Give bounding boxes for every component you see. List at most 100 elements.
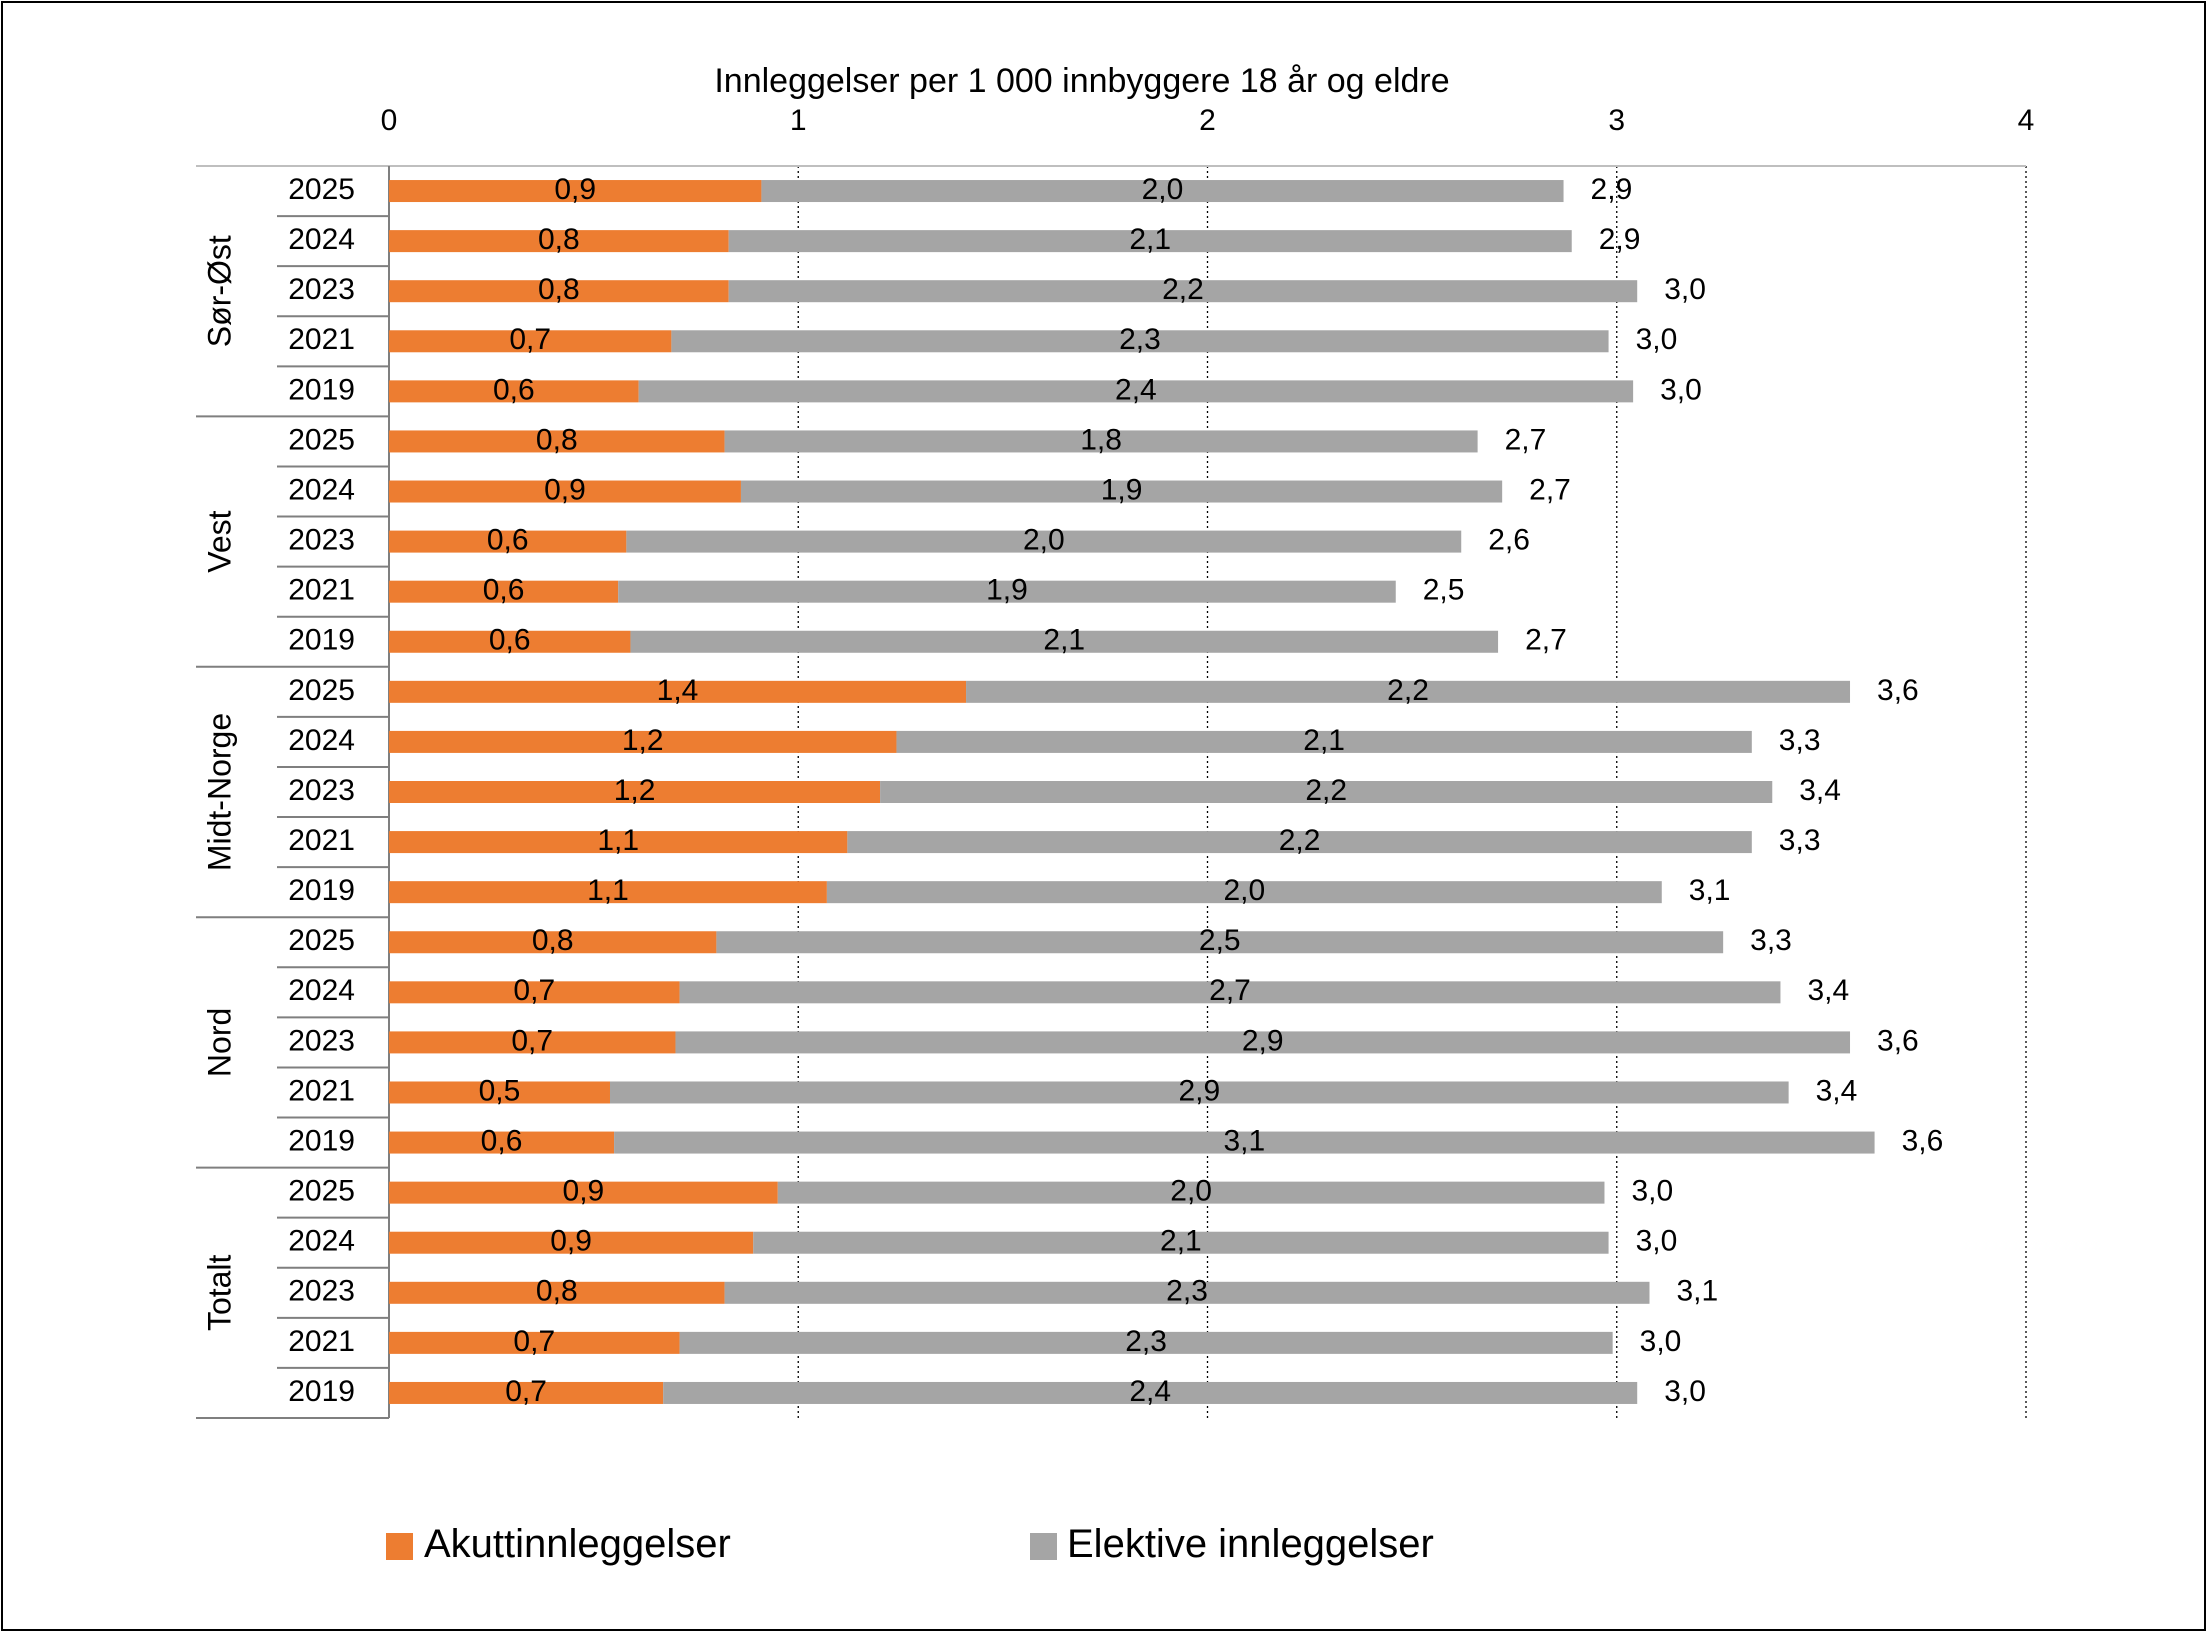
- data-label-akutt: 0,9: [550, 1225, 592, 1258]
- data-label-elektive: 2,2: [1162, 273, 1204, 306]
- bar-akutt: [389, 881, 827, 904]
- year-label: 2024: [288, 1225, 355, 1258]
- year-label: 2025: [288, 924, 355, 957]
- data-label-elektive: 2,1: [1129, 223, 1171, 256]
- bar-elektive: [618, 580, 1396, 603]
- bar-akutt: [389, 330, 672, 353]
- group-label: Vest: [201, 510, 237, 572]
- year-label: 2023: [288, 1275, 355, 1308]
- data-label-elektive: 2,9: [1242, 1024, 1284, 1057]
- data-label-total: 3,0: [1664, 273, 1706, 306]
- bar-akutt: [389, 230, 729, 253]
- data-label-total: 3,4: [1807, 974, 1849, 1007]
- year-label: 2019: [288, 874, 355, 907]
- data-label-elektive: 1,8: [1080, 423, 1122, 456]
- data-label-elektive: 2,3: [1125, 1325, 1167, 1358]
- bar-elektive: [966, 680, 1851, 703]
- data-label-akutt: 0,8: [532, 924, 574, 957]
- data-label-elektive: 2,3: [1119, 323, 1161, 356]
- legend-label-akutt: Akuttinnleggelser: [424, 1522, 731, 1566]
- x-tick-label: 2: [1199, 104, 1216, 137]
- bar-akutt: [389, 1031, 676, 1054]
- bar-elektive: [663, 1381, 1638, 1404]
- bar-elektive: [609, 1081, 1789, 1104]
- year-label: 2021: [288, 824, 355, 857]
- data-label-elektive: 2,3: [1166, 1275, 1208, 1308]
- data-label-akutt: 0,8: [538, 273, 580, 306]
- year-label: 2023: [288, 524, 355, 557]
- bar-elektive: [740, 480, 1503, 503]
- legend-swatch-akutt: [386, 1533, 413, 1560]
- data-labels: 0,9 2,0 2,9 0,8 2,1 2,9 0,8 2,2 3,0 0,7 2,3 3,0 0,6 2…: [479, 173, 1944, 1408]
- bar-akutt: [389, 480, 741, 503]
- bar-elektive: [724, 1281, 1650, 1304]
- bar-elektive: [728, 230, 1572, 253]
- bar-akutt: [389, 1281, 725, 1304]
- bar-akutt: [389, 730, 897, 753]
- data-label-akutt: 0,8: [536, 423, 578, 456]
- data-label-elektive: 2,9: [1178, 1074, 1220, 1107]
- year-label: 2024: [288, 724, 355, 757]
- x-tick-label: 4: [2018, 104, 2035, 137]
- group-label: Sør-Øst: [201, 235, 237, 347]
- data-label-elektive: 3,1: [1223, 1124, 1265, 1157]
- data-label-akutt: 0,8: [538, 223, 580, 256]
- bar-akutt: [389, 781, 881, 803]
- data-label-total: 3,0: [1636, 323, 1678, 356]
- bar-akutt: [389, 1381, 664, 1404]
- legend-swatch-elektive: [1030, 1533, 1057, 1560]
- data-label-akutt: 0,5: [479, 1074, 521, 1107]
- data-label-total: 3,6: [1877, 674, 1919, 707]
- bar-akutt: [389, 1131, 615, 1154]
- year-label: 2023: [288, 1024, 355, 1057]
- bar-elektive: [761, 180, 1564, 203]
- bar-elektive: [679, 1331, 1613, 1354]
- year-label: 2025: [288, 674, 355, 707]
- bar-akutt: [389, 1081, 610, 1104]
- data-label-elektive: 2,2: [1279, 824, 1321, 857]
- data-label-total: 3,4: [1799, 774, 1841, 807]
- year-label: 2023: [288, 273, 355, 306]
- bars: [389, 180, 1875, 1404]
- year-label: 2019: [288, 373, 355, 406]
- data-label-total: 3,0: [1660, 373, 1702, 406]
- data-label-total: 3,1: [1676, 1275, 1718, 1308]
- data-label-elektive: 1,9: [1101, 473, 1143, 506]
- year-label: 2024: [288, 223, 355, 256]
- bar-elektive: [679, 981, 1781, 1004]
- bar-elektive: [777, 1181, 1605, 1204]
- data-label-elektive: 2,0: [1023, 524, 1065, 557]
- bar-elektive: [614, 1131, 1875, 1154]
- data-label-total: 3,0: [1631, 1175, 1673, 1208]
- bar-akutt: [389, 1331, 680, 1354]
- data-label-total: 2,7: [1525, 624, 1567, 657]
- bar-elektive: [630, 630, 1499, 653]
- data-label-total: 2,5: [1423, 574, 1465, 607]
- data-label-akutt: 0,6: [483, 574, 525, 607]
- bar-akutt: [389, 280, 729, 303]
- data-label-akutt: 1,2: [622, 724, 664, 757]
- data-label-elektive: 2,1: [1043, 624, 1085, 657]
- legend-label-elektive: Elektive innleggelser: [1067, 1522, 1434, 1566]
- bar-elektive: [896, 730, 1752, 753]
- x-tick-label: 0: [381, 104, 398, 137]
- data-label-elektive: 2,4: [1115, 373, 1157, 406]
- group-label: Totalt: [201, 1254, 237, 1331]
- bar-akutt: [389, 1181, 778, 1204]
- data-label-total: 2,9: [1591, 173, 1633, 206]
- bar-akutt: [389, 931, 717, 954]
- data-label-elektive: 1,9: [986, 574, 1028, 607]
- data-label-akutt: 0,6: [487, 524, 529, 557]
- group-label: Midt-Norge: [201, 713, 237, 871]
- data-label-elektive: 2,0: [1223, 874, 1265, 907]
- group-label: Nord: [201, 1008, 237, 1077]
- year-label: 2019: [288, 1375, 355, 1408]
- bar-akutt: [389, 180, 762, 203]
- data-label-elektive: 2,1: [1303, 724, 1345, 757]
- data-label-total: 3,6: [1877, 1024, 1919, 1057]
- year-label: 2025: [288, 173, 355, 206]
- bar-akutt: [389, 380, 639, 403]
- data-label-akutt: 0,6: [493, 373, 535, 406]
- bar-elektive: [724, 430, 1478, 453]
